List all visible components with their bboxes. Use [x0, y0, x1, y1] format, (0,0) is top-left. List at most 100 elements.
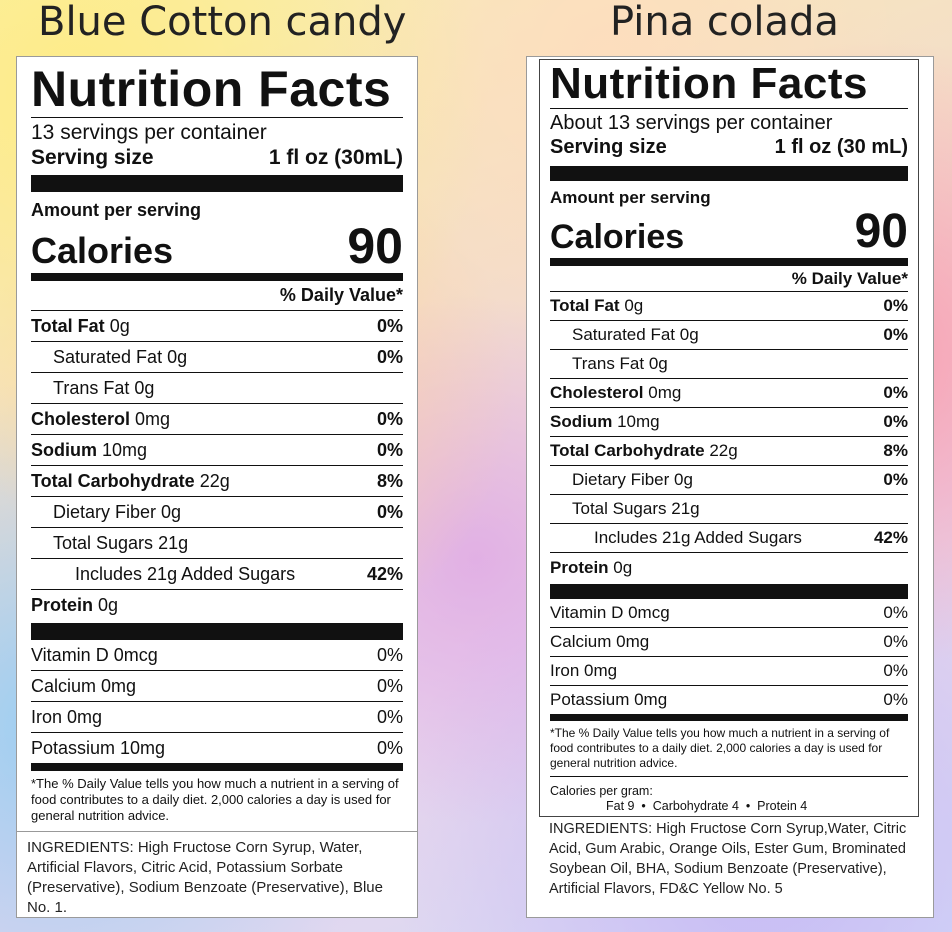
- vitamin-row: Vitamin D 0mcg 0%: [550, 599, 908, 628]
- nutrient-row-trans-fat: Trans Fat 0g: [550, 350, 908, 379]
- vitamin-name: Vitamin D 0mcg: [31, 644, 158, 665]
- nutrient-row-dietary-fiber: Dietary Fiber 0g 0%: [31, 497, 403, 528]
- servings-per-container: About 13 servings per container: [550, 112, 833, 134]
- amount-per-serving: Amount per serving: [550, 188, 711, 207]
- nutrient-name: Total Sugars: [53, 532, 154, 553]
- nutrient-row-sodium: Sodium 10mg 0%: [550, 408, 908, 437]
- nutrient-amount: 10mg: [102, 439, 148, 460]
- vitamin-row: Calcium 0mg 0%: [550, 628, 908, 657]
- vitamin-row: Iron 0mg 0%: [550, 657, 908, 686]
- vitamin-name: Iron 0mg: [550, 661, 618, 680]
- vitamin-dv: 0%: [883, 661, 908, 680]
- vitamin-row: Iron 0mg 0%: [31, 702, 403, 733]
- nutrient-row-added-sugars: Includes 21g Added Sugars 42%: [550, 524, 908, 553]
- nutrient-name: Saturated Fat: [53, 346, 163, 367]
- nutrient-row-total-carbohydrate: Total Carbohydrate 22g 8%: [31, 466, 403, 497]
- serving-size-label: Serving size: [31, 146, 154, 169]
- nutrition-card-right: Nutrition Facts About 13 servings per co…: [526, 56, 934, 918]
- serving-size-row: Serving size 1 fl oz (30mL): [31, 145, 403, 170]
- nutrient-name: Protein: [31, 595, 94, 615]
- serving-size-label: Serving size: [550, 136, 667, 158]
- nutrient-amount: 0g: [674, 470, 693, 489]
- nutrient-dv: 42%: [873, 528, 908, 547]
- nutrient-row-total-fat: Total Fat 0g 0%: [550, 292, 908, 321]
- nutrient-row-sodium: Sodium 10mg 0%: [31, 435, 403, 466]
- nutrient-row-saturated-fat: Saturated Fat 0g 0%: [31, 342, 403, 373]
- vitamin-row: Potassium 10mg 0%: [31, 733, 403, 763]
- nutrient-name: Dietary Fiber: [53, 501, 157, 522]
- vitamin-dv: 0%: [376, 675, 403, 696]
- vitamin-name: Vitamin D 0mcg: [550, 603, 670, 622]
- nutrient-dv: 0%: [883, 296, 908, 315]
- serving-size-value: 1 fl oz (30 mL): [774, 136, 908, 158]
- calories-value: 90: [854, 205, 908, 258]
- nutrient-dv: 0%: [883, 383, 908, 402]
- calories-per-gram: Calories per gram: Fat 9 • Carbohydrate …: [550, 784, 908, 814]
- vitamin-dv: 0%: [376, 644, 403, 665]
- nutrient-amount: 22g: [709, 441, 738, 460]
- nutrient-amount: 0mg: [648, 383, 682, 402]
- vitamin-row: Calcium 0mg 0%: [31, 671, 403, 702]
- vitamin-dv: 0%: [883, 690, 908, 709]
- nutrient-amount: 10mg: [617, 412, 660, 431]
- nutrient-dv: 42%: [366, 563, 403, 584]
- amount-per-serving: Amount per serving: [31, 200, 202, 220]
- calories-row: Calories 90: [550, 205, 908, 258]
- nutrition-facts-panel-left: Nutrition Facts 13 servings per containe…: [31, 61, 403, 824]
- nutrient-dv: 0%: [376, 408, 403, 429]
- nutrition-facts-panel-right: Nutrition Facts About 13 servings per co…: [539, 59, 919, 817]
- nutrient-amount: 0g: [98, 595, 119, 615]
- ingredients-text: INGREDIENTS: High Fructose Corn Syrup,Wa…: [549, 821, 907, 897]
- vitamin-row: Vitamin D 0mcg 0%: [31, 640, 403, 671]
- nutrient-name: Total Carbohydrate: [31, 470, 195, 491]
- nutrient-amount: 0g: [134, 377, 155, 398]
- nutrient-row-total-sugars: Total Sugars 21g: [31, 528, 403, 559]
- nutrient-name: Sodium: [31, 439, 97, 460]
- nutrient-name: Total Sugars: [572, 499, 667, 518]
- medium-divider: [31, 763, 403, 771]
- nutrient-name: Sodium: [550, 412, 613, 431]
- thick-divider: [550, 584, 908, 599]
- vitamin-name: Calcium 0mg: [550, 632, 650, 651]
- daily-value-footnote: *The % Daily Value tells you how much a …: [31, 776, 399, 823]
- nutrient-dv: 0%: [376, 501, 403, 522]
- serving-size-row: Serving size 1 fl oz (30 mL): [550, 135, 908, 160]
- nutrient-amount: 0g: [648, 354, 668, 373]
- nutrient-amount: 0g: [624, 296, 644, 315]
- nutrient-row-total-sugars: Total Sugars 21g: [550, 495, 908, 524]
- medium-divider: [550, 258, 908, 266]
- nutrient-row-added-sugars: Includes 21g Added Sugars 42%: [31, 559, 403, 590]
- ingredients-text: INGREDIENTS: High Fructose Corn Syrup, W…: [17, 831, 417, 918]
- servings-per-container: 13 servings per container: [31, 121, 267, 144]
- nutrient-name: Trans Fat: [572, 354, 645, 373]
- nutrient-row-dietary-fiber: Dietary Fiber 0g 0%: [550, 466, 908, 495]
- calories-label: Calories: [550, 218, 685, 256]
- nutrient-dv: 8%: [883, 441, 908, 460]
- nutrient-dv: 0%: [883, 412, 908, 431]
- nutrient-name: Total Fat: [550, 296, 620, 315]
- nutrient-row-total-carbohydrate: Total Carbohydrate 22g 8%: [550, 437, 908, 466]
- product-title-left: Blue Cotton candy: [38, 0, 407, 45]
- nutrient-row-total-fat: Total Fat 0g 0%: [31, 311, 403, 342]
- nutrient-amount: 22g: [199, 470, 230, 491]
- thick-divider: [550, 166, 908, 181]
- nutrient-amount: 0g: [161, 501, 182, 522]
- nutrient-row-protein: Protein 0g: [550, 553, 908, 582]
- daily-value-header: % Daily Value*: [550, 266, 908, 292]
- thick-divider: [31, 623, 403, 640]
- nutrient-row-protein: Protein 0g: [31, 590, 403, 621]
- daily-value-footnote: *The % Daily Value tells you how much a …: [550, 726, 908, 777]
- nutrient-name: Includes 21g Added Sugars: [594, 528, 802, 547]
- nutrient-name: Total Fat: [31, 315, 105, 336]
- nutrient-amount: 21g: [158, 532, 189, 553]
- calories-per-gram-label: Calories per gram:: [550, 784, 653, 798]
- nutrition-facts-heading: Nutrition Facts: [31, 61, 403, 118]
- vitamin-name: Calcium 0mg: [31, 675, 137, 696]
- nutrient-dv: 0%: [883, 325, 908, 344]
- nutrient-dv: 0%: [376, 439, 403, 460]
- nutrient-dv: 0%: [376, 315, 403, 336]
- nutrient-amount: 0g: [167, 346, 188, 367]
- nutrient-name: Protein: [550, 557, 609, 577]
- vitamin-dv: 0%: [376, 706, 403, 727]
- nutrient-name: Saturated Fat: [572, 325, 676, 344]
